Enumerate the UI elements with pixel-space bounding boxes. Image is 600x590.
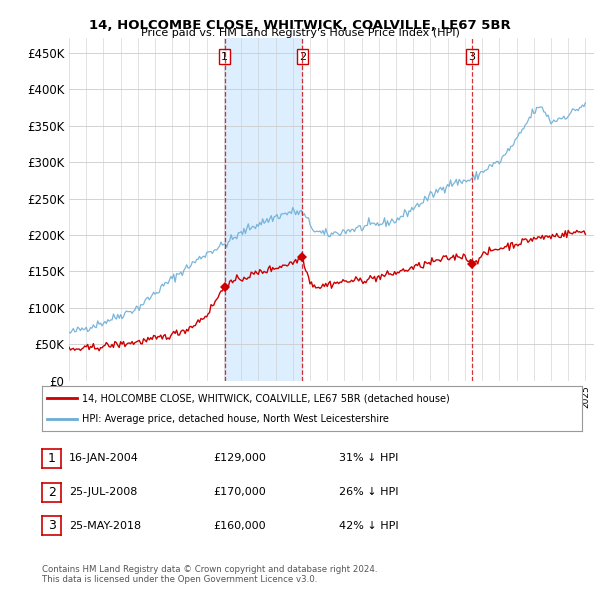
Text: 26% ↓ HPI: 26% ↓ HPI <box>339 487 398 497</box>
Text: 1: 1 <box>221 51 228 61</box>
Text: 31% ↓ HPI: 31% ↓ HPI <box>339 454 398 463</box>
Text: 1: 1 <box>47 452 56 465</box>
Text: 2: 2 <box>299 51 306 61</box>
Text: 25-MAY-2018: 25-MAY-2018 <box>69 521 141 530</box>
Text: 14, HOLCOMBE CLOSE, WHITWICK, COALVILLE, LE67 5BR (detached house): 14, HOLCOMBE CLOSE, WHITWICK, COALVILLE,… <box>83 394 450 404</box>
Text: HPI: Average price, detached house, North West Leicestershire: HPI: Average price, detached house, Nort… <box>83 414 389 424</box>
Text: £129,000: £129,000 <box>213 454 266 463</box>
Text: 2: 2 <box>47 486 56 499</box>
Text: £160,000: £160,000 <box>213 521 266 530</box>
Text: 16-JAN-2004: 16-JAN-2004 <box>69 454 139 463</box>
Text: 25-JUL-2008: 25-JUL-2008 <box>69 487 137 497</box>
Text: 14, HOLCOMBE CLOSE, WHITWICK, COALVILLE, LE67 5BR: 14, HOLCOMBE CLOSE, WHITWICK, COALVILLE,… <box>89 19 511 32</box>
Bar <box>224 38 302 381</box>
Text: Contains HM Land Registry data © Crown copyright and database right 2024.
This d: Contains HM Land Registry data © Crown c… <box>42 565 377 584</box>
Text: 3: 3 <box>47 519 56 532</box>
Text: Price paid vs. HM Land Registry's House Price Index (HPI): Price paid vs. HM Land Registry's House … <box>140 28 460 38</box>
Text: 42% ↓ HPI: 42% ↓ HPI <box>339 521 398 530</box>
Text: £170,000: £170,000 <box>213 487 266 497</box>
Text: 3: 3 <box>468 51 475 61</box>
